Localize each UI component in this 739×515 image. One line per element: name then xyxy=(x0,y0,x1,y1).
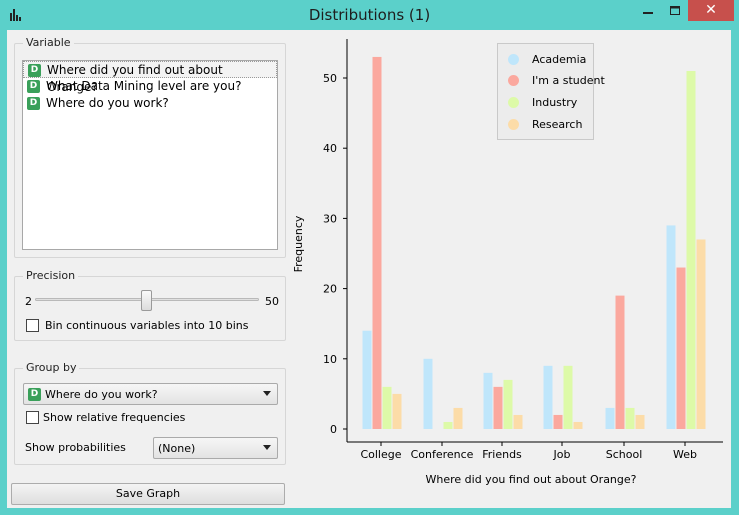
distribution-chart: 0 10 20 30 40 50 Frequency College Conference Fri… xyxy=(283,31,731,493)
maximize-button[interactable] xyxy=(662,0,688,21)
legend-swatch xyxy=(508,97,519,108)
group-by-combo[interactable]: D Where do you work? xyxy=(23,383,278,405)
list-item[interactable]: D Where did you find out about Orange? xyxy=(23,61,277,94)
list-item[interactable]: D What Data Mining level are you? xyxy=(23,78,277,95)
bar[interactable] xyxy=(563,365,573,429)
close-button[interactable]: ✕ xyxy=(688,0,734,21)
legend-label: I'm a student xyxy=(532,74,605,87)
legend-label: Academia xyxy=(532,53,587,66)
bar[interactable] xyxy=(513,414,523,429)
bar[interactable] xyxy=(625,407,635,429)
bar[interactable] xyxy=(443,421,453,429)
bar[interactable] xyxy=(696,239,706,429)
bar[interactable] xyxy=(493,386,503,429)
x-tick-label: Conference xyxy=(411,448,474,461)
y-tick-label: 30 xyxy=(323,212,337,225)
bar[interactable] xyxy=(362,330,372,429)
bar[interactable] xyxy=(676,267,686,429)
bar[interactable] xyxy=(605,407,615,429)
minimize-button[interactable] xyxy=(634,0,662,21)
group-by-title: Group by xyxy=(23,361,80,374)
x-axis-label: Where did you find out about Orange? xyxy=(426,473,637,486)
bar[interactable] xyxy=(553,414,563,429)
legend-swatch xyxy=(508,75,519,86)
precision-group-title: Precision xyxy=(23,269,79,282)
y-tick-label: 10 xyxy=(323,353,337,366)
bar[interactable] xyxy=(382,386,392,429)
precision-slider-handle[interactable] xyxy=(141,290,152,311)
close-icon: ✕ xyxy=(705,2,717,18)
variable-group-title: Variable xyxy=(23,36,74,49)
bar[interactable] xyxy=(615,295,625,429)
legend-swatch xyxy=(508,119,519,130)
discrete-variable-icon: D xyxy=(27,97,40,110)
precision-group: Precision xyxy=(14,269,286,341)
list-item-label: Where did you find out about Orange? xyxy=(47,63,223,94)
legend[interactable]: Academia I'm a student Industry Research xyxy=(497,43,605,140)
x-tick-label: Friends xyxy=(482,448,522,461)
bin-continuous-checkbox[interactable] xyxy=(26,319,39,332)
legend-swatch xyxy=(508,54,519,65)
orange-app-icon xyxy=(10,9,21,21)
list-item-label: Where do you work? xyxy=(46,96,169,110)
chart-svg: 0 10 20 30 40 50 Frequency College Conference Fri… xyxy=(292,39,723,486)
show-probabilities-label: Show probabilities xyxy=(25,441,126,454)
bar[interactable] xyxy=(423,358,433,429)
window-title: Distributions (1) xyxy=(308,6,431,24)
legend-label: Industry xyxy=(532,96,578,109)
y-axis-label: Frequency xyxy=(292,215,305,272)
bar[interactable] xyxy=(392,393,402,429)
bar[interactable] xyxy=(666,225,676,429)
x-tick-label: College xyxy=(360,448,401,461)
save-graph-label: Save Graph xyxy=(115,487,181,500)
y-tick-label: 20 xyxy=(323,283,337,296)
bar[interactable] xyxy=(483,372,493,429)
y-tick-label: 0 xyxy=(330,423,337,436)
variable-group: Variable D Where did you find out about … xyxy=(14,36,286,258)
relative-frequencies-label: Show relative frequencies xyxy=(43,411,186,424)
bar[interactable] xyxy=(686,70,696,430)
discrete-variable-icon: D xyxy=(27,80,40,93)
x-tick-label: School xyxy=(606,448,643,461)
show-probabilities-value: (None) xyxy=(158,442,196,455)
bar[interactable] xyxy=(573,421,583,429)
discrete-variable-icon: D xyxy=(28,64,41,77)
maximize-icon xyxy=(670,6,680,15)
x-tick-label: Web xyxy=(673,448,697,461)
y-tick-label: 50 xyxy=(323,72,337,85)
bar[interactable] xyxy=(453,407,463,429)
bar[interactable] xyxy=(543,365,553,429)
bin-continuous-label: Bin continuous variables into 10 bins xyxy=(45,319,249,332)
precision-min-label: 2 xyxy=(25,295,32,308)
bar[interactable] xyxy=(503,379,513,429)
legend-label: Research xyxy=(532,118,583,131)
y-tick-label: 40 xyxy=(323,142,337,155)
widget-body: Variable D Where did you find out about … xyxy=(7,30,731,508)
list-item[interactable]: D Where do you work? xyxy=(23,95,277,112)
group-by-group: Group by xyxy=(14,361,286,465)
chevron-down-icon xyxy=(263,391,271,396)
precision-max-label: 50 xyxy=(265,295,279,308)
bar[interactable] xyxy=(635,414,645,429)
title-bar[interactable]: Distributions (1) ✕ xyxy=(0,0,739,30)
minimize-icon xyxy=(643,12,653,14)
variable-list[interactable]: D Where did you find out about Orange? D… xyxy=(22,60,278,250)
list-item-label: What Data Mining level are you? xyxy=(46,79,242,93)
save-graph-button[interactable]: Save Graph xyxy=(11,483,285,505)
chevron-down-icon xyxy=(263,445,271,450)
show-probabilities-combo[interactable]: (None) xyxy=(153,437,278,459)
bar[interactable] xyxy=(372,56,382,429)
discrete-variable-icon: D xyxy=(28,388,41,401)
group-by-selected: Where do you work? xyxy=(45,388,158,401)
relative-frequencies-checkbox[interactable] xyxy=(26,411,39,424)
x-tick-label: Job xyxy=(553,448,571,461)
